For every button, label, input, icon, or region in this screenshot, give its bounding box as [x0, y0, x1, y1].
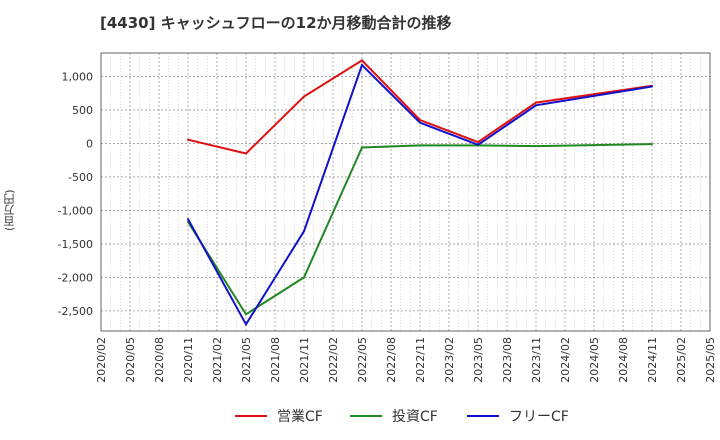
- data-point: [303, 95, 305, 98]
- y-tick-label: -1,500: [58, 238, 93, 251]
- data-point: [535, 101, 537, 104]
- legend-label: 投資CF: [392, 409, 438, 425]
- data-point: [361, 146, 363, 149]
- x-tick-label: 2020/11: [182, 337, 195, 383]
- x-tick-label: 2022/02: [327, 337, 340, 383]
- y-tick-label: -2,500: [58, 305, 93, 318]
- legend-item: 投資CF: [350, 404, 438, 428]
- data-point: [477, 141, 479, 144]
- x-tick-label: 2024/08: [617, 337, 630, 383]
- x-tick-label: 2020/08: [153, 337, 166, 383]
- x-axis: 2020/02 2020/05 2020/08 2020/11 2021/02 2021/…: [95, 337, 717, 383]
- x-tick-label: 2022/08: [385, 337, 398, 383]
- data-point: [303, 276, 305, 279]
- data-point: [419, 144, 421, 147]
- y-tick-label: 0: [86, 137, 93, 150]
- x-tick-label: 2021/05: [240, 337, 253, 383]
- x-tick-label: 2020/02: [95, 337, 108, 383]
- series-line: [187, 59, 653, 155]
- legend-label: 営業CF: [277, 409, 323, 425]
- series-line: [187, 63, 653, 327]
- legend-swatch: [350, 415, 382, 417]
- x-tick-label: 2023/11: [530, 337, 543, 383]
- x-tick-label: 2021/02: [211, 337, 224, 383]
- x-tick-label: 2025/05: [704, 337, 717, 383]
- y-tick-label: -2,000: [58, 271, 93, 284]
- legend-item: フリーCF: [467, 404, 569, 428]
- data-point: [419, 118, 421, 121]
- data-point: [245, 152, 247, 155]
- data-point: [535, 145, 537, 148]
- legend-item: 営業CF: [235, 404, 323, 428]
- plot-area: [100, 52, 711, 332]
- chart-title: [4430] キャッシュフローの12か月移動合計の推移: [100, 14, 452, 32]
- x-tick-label: 2021/11: [298, 337, 311, 383]
- x-tick-label: 2024/05: [588, 337, 601, 383]
- legend-swatch: [235, 415, 267, 417]
- x-tick-label: 2024/11: [646, 337, 659, 383]
- data-point: [361, 64, 363, 67]
- data-point: [361, 59, 363, 62]
- data-point: [187, 138, 189, 141]
- data-point: [303, 230, 305, 233]
- y-tick-label: -500: [68, 171, 93, 184]
- gridlines: [100, 53, 711, 331]
- series-lines: [187, 59, 653, 327]
- data-point: [187, 218, 189, 221]
- data-point: [651, 143, 653, 146]
- x-tick-label: 2021/08: [269, 337, 282, 383]
- y-tick-label: 1,000: [62, 70, 94, 83]
- y-axis: 1,000 500 0 -500 -1,000 -1,500 -2,000 -2,500: [58, 70, 93, 317]
- legend-swatch: [467, 415, 499, 417]
- x-tick-label: 2025/02: [675, 337, 688, 383]
- x-tick-label: 2020/05: [124, 337, 137, 383]
- x-tick-label: 2022/11: [414, 337, 427, 383]
- data-point: [419, 121, 421, 124]
- data-point: [477, 143, 479, 146]
- x-tick-label: 2024/02: [559, 337, 572, 383]
- data-point: [535, 104, 537, 107]
- y-tick-label: -1,000: [58, 204, 93, 217]
- data-point: [245, 323, 247, 326]
- x-tick-label: 2023/05: [472, 337, 485, 383]
- x-tick-label: 2022/05: [356, 337, 369, 383]
- y-tick-label: 500: [72, 104, 93, 117]
- x-tick-label: 2023/02: [443, 337, 456, 383]
- data-point: [245, 313, 247, 316]
- legend-label: フリーCF: [509, 409, 569, 425]
- legend: 営業CF 投資CF フリーCF: [0, 404, 720, 428]
- x-tick-label: 2023/08: [501, 337, 514, 383]
- data-point: [651, 85, 653, 88]
